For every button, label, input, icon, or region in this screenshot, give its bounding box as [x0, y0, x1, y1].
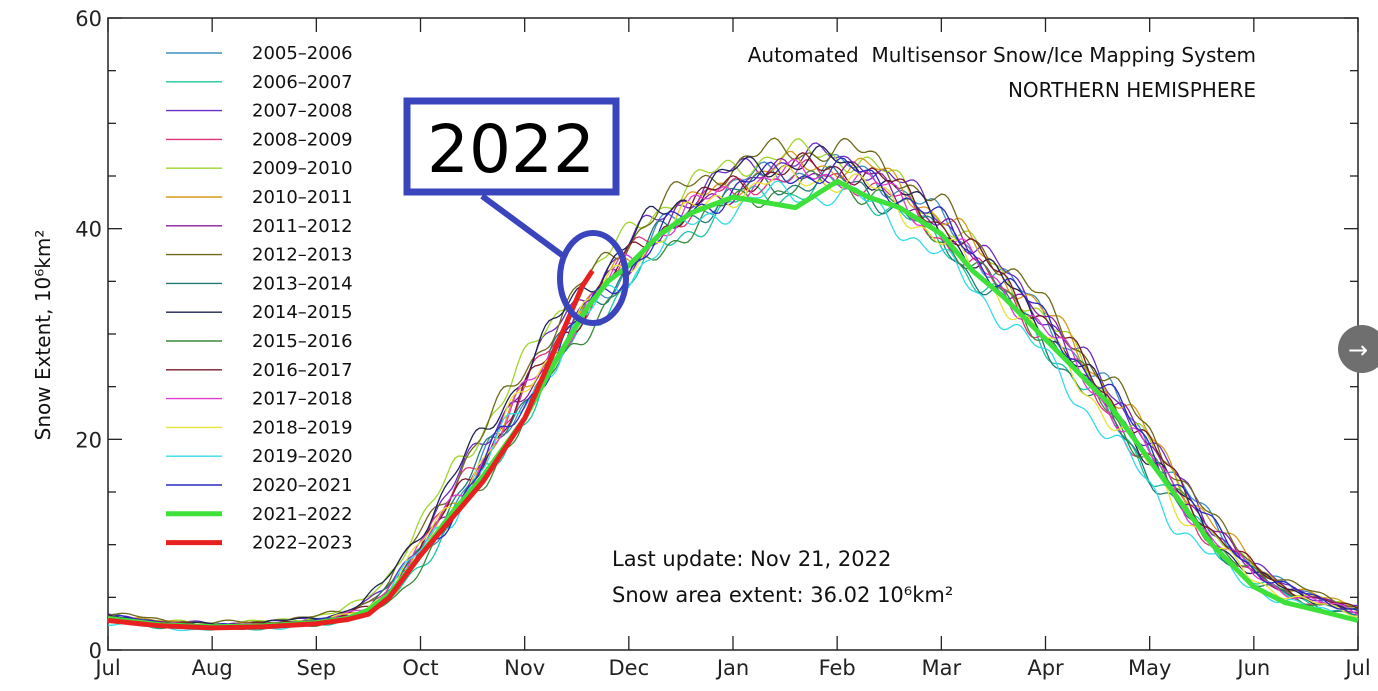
x-tick-label: Sep	[297, 656, 337, 680]
legend-entry: 2014–2015	[252, 302, 353, 323]
x-tick-label: Feb	[819, 656, 856, 680]
legend-entry: 2021–2022	[252, 504, 353, 525]
legend-entry: 2012–2013	[252, 245, 353, 266]
chart-title: Automated Multisensor Snow/Ice Mapping S…	[748, 43, 1256, 67]
legend-entry: 2007–2008	[252, 101, 353, 122]
legend-entry: 2011–2012	[252, 216, 353, 237]
highlight-line-2022–2023	[107, 269, 595, 631]
y-tick-label: 0	[89, 639, 102, 663]
snow-area-extent-text: Snow area extent: 36.02 10⁶km²	[612, 583, 953, 607]
x-tick-label: Jul	[1343, 656, 1370, 680]
legend-entry: 2005–2006	[252, 43, 353, 64]
legend-entry: 2016–2017	[252, 360, 353, 381]
x-tick-label: Apr	[1027, 656, 1064, 680]
next-arrow-button[interactable]: →	[1338, 325, 1378, 373]
x-tick-label: May	[1128, 656, 1171, 680]
legend-entry: 2010–2011	[252, 187, 353, 208]
last-update-text: Last update: Nov 21, 2022	[612, 547, 891, 571]
legend-entry: 2015–2016	[252, 331, 353, 352]
highlight-line-2021–2022	[107, 178, 1359, 630]
legend-entry: 2018–2019	[252, 417, 353, 438]
series-lines	[107, 137, 1359, 632]
legend-entry: 2020–2021	[252, 475, 353, 496]
chart-subtitle: NORTHERN HEMISPHERE	[1008, 78, 1256, 102]
legend-entry: 2009–2010	[252, 158, 353, 179]
legend-entry: 2013–2014	[252, 273, 353, 294]
series-line-2020–2021	[107, 157, 1359, 628]
legend-entry: 2006–2007	[252, 72, 353, 93]
legend-entry: 2008–2009	[252, 129, 353, 150]
legend: 2005–2006 2006–2007 2007–2008 2008–2009 2009…	[166, 43, 353, 554]
x-tick-label: Aug	[192, 656, 233, 680]
y-tick-label: 60	[75, 7, 102, 31]
x-tick-label: Dec	[609, 656, 650, 680]
legend-entry: 2017–2018	[252, 389, 353, 410]
legend-entry: 2019–2020	[252, 446, 353, 467]
annotation-label: 2022	[427, 111, 595, 188]
x-axis-ticks: Jul Aug Sep Oct Nov Dec Jan Feb Mar Apr May Jun Jul	[93, 18, 1371, 680]
x-tick-label: Jun	[1235, 656, 1270, 680]
annotation-pointer	[480, 193, 568, 261]
y-axis-ticks: 0 20 40 60	[75, 7, 1358, 663]
x-tick-label: Oct	[402, 656, 438, 680]
annotation-box	[403, 97, 620, 196]
x-tick-label: Mar	[922, 656, 962, 680]
legend-entry: 2022–2023	[252, 533, 353, 554]
annotation-circle	[557, 230, 629, 326]
x-tick-label: Jul	[93, 656, 120, 680]
y-axis-label: Snow Extent, 10⁶km²	[31, 230, 55, 441]
y-tick-label: 20	[75, 428, 102, 452]
x-tick-label: Nov	[504, 656, 545, 680]
y-tick-label: 40	[75, 218, 102, 242]
x-tick-label: Jan	[715, 656, 749, 680]
